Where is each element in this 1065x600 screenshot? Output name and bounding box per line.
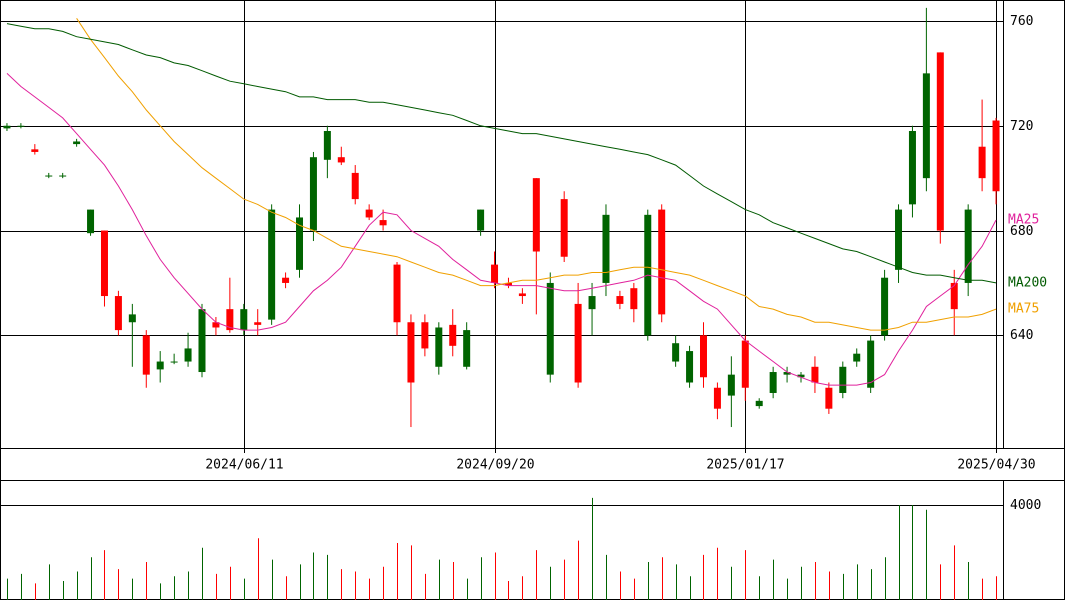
candle-body xyxy=(45,175,53,177)
candle-body xyxy=(59,175,67,177)
candle-body xyxy=(811,366,819,383)
candle-body xyxy=(769,372,777,393)
candle-body xyxy=(964,209,972,283)
candle-body xyxy=(491,264,499,283)
candle-body xyxy=(240,309,248,331)
candle-body xyxy=(616,296,624,304)
candle-body xyxy=(560,199,568,257)
candle-body xyxy=(128,314,136,323)
candle-body xyxy=(532,178,540,252)
candle-body xyxy=(31,149,39,152)
candle-body xyxy=(992,120,1000,192)
candle-body xyxy=(658,209,666,315)
candle-body xyxy=(463,330,471,367)
candle-body xyxy=(87,209,95,234)
candle-body xyxy=(713,387,721,409)
candle-body xyxy=(379,220,387,226)
candle-body xyxy=(741,340,749,388)
candle-body xyxy=(296,217,304,270)
candle-body xyxy=(393,264,401,323)
candle-body xyxy=(936,52,944,231)
x-tick-label: 2025/04/30 xyxy=(957,458,1035,473)
candle-body xyxy=(922,73,930,179)
candle-body xyxy=(755,400,763,407)
candle-body xyxy=(198,309,206,373)
candle-body xyxy=(574,303,582,383)
candle-body xyxy=(881,277,889,336)
candle-body xyxy=(114,296,122,331)
x-tick-label: 2024/09/20 xyxy=(456,458,534,473)
candle-body xyxy=(3,125,11,129)
candle-body xyxy=(365,209,373,218)
candle-body xyxy=(407,322,415,383)
candle-body xyxy=(797,374,805,378)
candle-body xyxy=(156,361,164,370)
candle-body xyxy=(449,324,457,346)
candle-body xyxy=(588,296,596,310)
candle-body xyxy=(421,322,429,349)
candle-body xyxy=(17,125,25,127)
y-tick-label: 760 xyxy=(1010,14,1033,29)
candle-body xyxy=(184,348,192,362)
y-tick-label: 4000 xyxy=(1010,498,1041,513)
candle-body xyxy=(686,351,694,383)
candle-body xyxy=(226,309,234,331)
candle-body xyxy=(282,277,290,283)
candle-body xyxy=(825,387,833,409)
candle-body xyxy=(477,209,485,231)
legend-label: MA200 xyxy=(1008,275,1047,290)
candle-body xyxy=(337,157,345,163)
candle-body xyxy=(518,293,526,297)
candle-body xyxy=(867,340,875,388)
candle-body xyxy=(546,282,554,375)
candle-body xyxy=(602,214,610,283)
x-tick-label: 2024/06/11 xyxy=(205,458,283,473)
candle-body xyxy=(908,130,916,205)
candle-body xyxy=(268,209,276,320)
candle-body xyxy=(978,146,986,179)
candle-body xyxy=(254,322,262,325)
candle-body xyxy=(351,172,359,200)
candle-body xyxy=(309,157,317,231)
candle-body xyxy=(504,282,512,286)
candle-body xyxy=(727,374,735,396)
candle-body xyxy=(435,327,443,367)
candle-body xyxy=(170,361,178,363)
y-tick-label: 720 xyxy=(1010,119,1033,134)
candle-body xyxy=(950,282,958,310)
ma-line xyxy=(76,18,997,331)
y-tick-label: 640 xyxy=(1010,328,1033,343)
candle-body xyxy=(853,353,861,362)
candle-body xyxy=(895,209,903,270)
y-tick-label: 680 xyxy=(1010,224,1033,239)
candle-body xyxy=(142,335,150,375)
x-tick-label: 2025/01/17 xyxy=(706,458,784,473)
legend-label: MA25 xyxy=(1008,213,1039,228)
candle-body xyxy=(100,230,108,297)
ma-line xyxy=(6,23,997,284)
legend-label: MA75 xyxy=(1008,302,1039,317)
candle-body xyxy=(73,141,81,145)
candle-body xyxy=(839,366,847,393)
candle-body xyxy=(630,288,638,310)
candle-body xyxy=(212,322,220,328)
candle-body xyxy=(672,343,680,362)
candle-body xyxy=(323,130,331,160)
candle-body xyxy=(699,335,707,378)
candle-body xyxy=(783,372,791,375)
